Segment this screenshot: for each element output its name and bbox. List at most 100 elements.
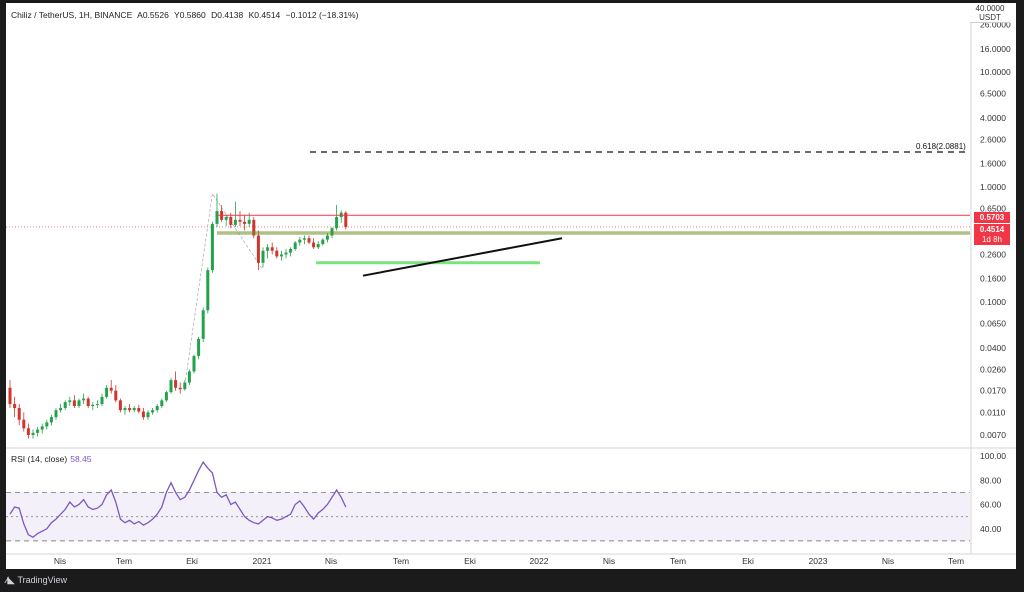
fib-label: 0.618(2.0881) xyxy=(916,142,966,151)
candle-body xyxy=(137,408,141,412)
candle-body xyxy=(40,426,44,430)
candle-body xyxy=(335,217,339,229)
price-tick-label: 1.6000 xyxy=(980,159,1006,169)
price-tick-label: 4.0000 xyxy=(980,113,1006,123)
price-tick-label: 0.0070 xyxy=(980,430,1006,440)
candle-body xyxy=(183,382,187,390)
candle-body xyxy=(252,219,256,236)
rsi-legend-value: 58.45 xyxy=(70,454,92,464)
price-tick-label: 26.0000 xyxy=(980,20,1011,30)
candle-body xyxy=(169,380,173,393)
candle-body xyxy=(187,371,191,383)
candle-body xyxy=(224,217,228,220)
candle-body xyxy=(206,270,210,311)
candle-body xyxy=(151,410,155,413)
time-tick-label: Tem xyxy=(393,556,409,566)
candle-body xyxy=(118,400,122,411)
symbol-legend: Chiliz / TetherUS, 1H, BINANCE A0.5526 Y… xyxy=(11,10,361,20)
candle-body xyxy=(109,387,113,391)
price-change: −0.1012 (−18.31%) xyxy=(285,10,359,20)
price-tick-label: 0.1600 xyxy=(980,274,1006,284)
price-tick-label: 0.2600 xyxy=(980,249,1006,259)
candle-body xyxy=(293,242,297,250)
candle-body xyxy=(229,217,233,225)
candle-body xyxy=(233,219,237,225)
currency-label[interactable]: 40.0000 USDT xyxy=(970,3,1010,23)
price-tick-label: 2.6000 xyxy=(980,134,1006,144)
candle-body xyxy=(155,406,159,411)
candle-body xyxy=(31,432,35,435)
time-tick-label: Nis xyxy=(54,556,66,566)
candle-body xyxy=(302,238,306,240)
candle-body xyxy=(123,408,127,411)
candle-body xyxy=(284,252,288,255)
candle-body xyxy=(344,212,348,228)
candle-body xyxy=(82,398,86,401)
price-tick-label: 0.1000 xyxy=(980,297,1006,307)
time-tick-label: Nis xyxy=(603,556,615,566)
candle-body xyxy=(215,211,219,224)
price-tick-label: 16.0000 xyxy=(980,44,1011,54)
ohlc-open: A0.5526 xyxy=(137,10,169,20)
candle-body xyxy=(201,310,205,339)
candle-body xyxy=(17,408,21,420)
candle-body xyxy=(316,244,320,248)
candle-body xyxy=(197,338,201,357)
price-tick-label: 6.5000 xyxy=(980,89,1006,99)
price-tick-label: 0.0400 xyxy=(980,343,1006,353)
candle-body xyxy=(270,247,274,251)
footer-brand[interactable]: ∕◣ TradingView xyxy=(6,571,206,589)
candle-body xyxy=(86,398,90,407)
candle-body xyxy=(68,400,72,403)
candle-body xyxy=(174,380,178,388)
candle-body xyxy=(146,412,150,418)
candle-body xyxy=(22,419,26,429)
time-tick-label: Nis xyxy=(325,556,337,566)
candle-body xyxy=(298,239,302,243)
currency-text: USDT xyxy=(979,13,1001,22)
candle-body xyxy=(8,387,12,405)
rsi-legend: RSI (14, close) 58.45 xyxy=(11,454,92,464)
price-tick-label: 0.0170 xyxy=(980,386,1006,396)
price-tick-label: 10.0000 xyxy=(980,67,1011,77)
symbol-label: Chiliz / TetherUS, 1H, BINANCE xyxy=(11,10,133,20)
price-tick-label: 0.0110 xyxy=(980,407,1006,417)
price-tick-label: 1.0000 xyxy=(980,182,1006,192)
time-tick-label: Eki xyxy=(186,556,198,566)
candle-body xyxy=(141,411,145,418)
candle-body xyxy=(312,242,316,248)
candle-body xyxy=(210,223,214,271)
candle-body xyxy=(45,422,49,427)
price-tick-label: 0.0650 xyxy=(980,319,1006,329)
candle-body xyxy=(105,387,109,397)
candle-body xyxy=(238,219,242,222)
time-tick-label: Eki xyxy=(464,556,476,566)
swing-path-line xyxy=(184,192,264,386)
ohlc-low: D0.4138 xyxy=(211,10,244,20)
candle-body xyxy=(54,410,58,418)
candle-body xyxy=(49,417,53,423)
rsi-tick-label: 60.00 xyxy=(980,500,1002,510)
time-tick-label: 2023 xyxy=(809,556,828,566)
candle-body xyxy=(63,402,67,409)
candle-body xyxy=(247,219,251,224)
candle-body xyxy=(36,429,40,433)
time-tick-label: Tem xyxy=(948,556,964,566)
candle-body xyxy=(275,250,279,257)
time-tick-label: Nis xyxy=(882,556,894,566)
last-price-tag: 0.4514 xyxy=(974,224,1010,235)
candle-body xyxy=(95,404,99,406)
rsi-tick-label: 100.00 xyxy=(980,451,1006,461)
candle-body xyxy=(256,235,260,263)
rsi-tick-label: 40.00 xyxy=(980,524,1002,534)
brand-name: TradingView xyxy=(17,575,67,585)
candle-body xyxy=(192,356,196,372)
bar-countdown-tag: 1d 8h xyxy=(974,234,1010,245)
time-tick-label: Tem xyxy=(670,556,686,566)
price-chart[interactable]: 26.0000 16.0000 10.0000 6.5000 4.0000 2.6000 1… xyxy=(6,3,1016,569)
candle-body xyxy=(307,238,311,243)
candle-body xyxy=(26,428,30,435)
chart-frame: 26.0000 16.0000 10.0000 6.5000 4.0000 2.6000 1… xyxy=(6,3,1016,569)
candle-body xyxy=(13,404,17,409)
candle-body xyxy=(289,249,293,253)
